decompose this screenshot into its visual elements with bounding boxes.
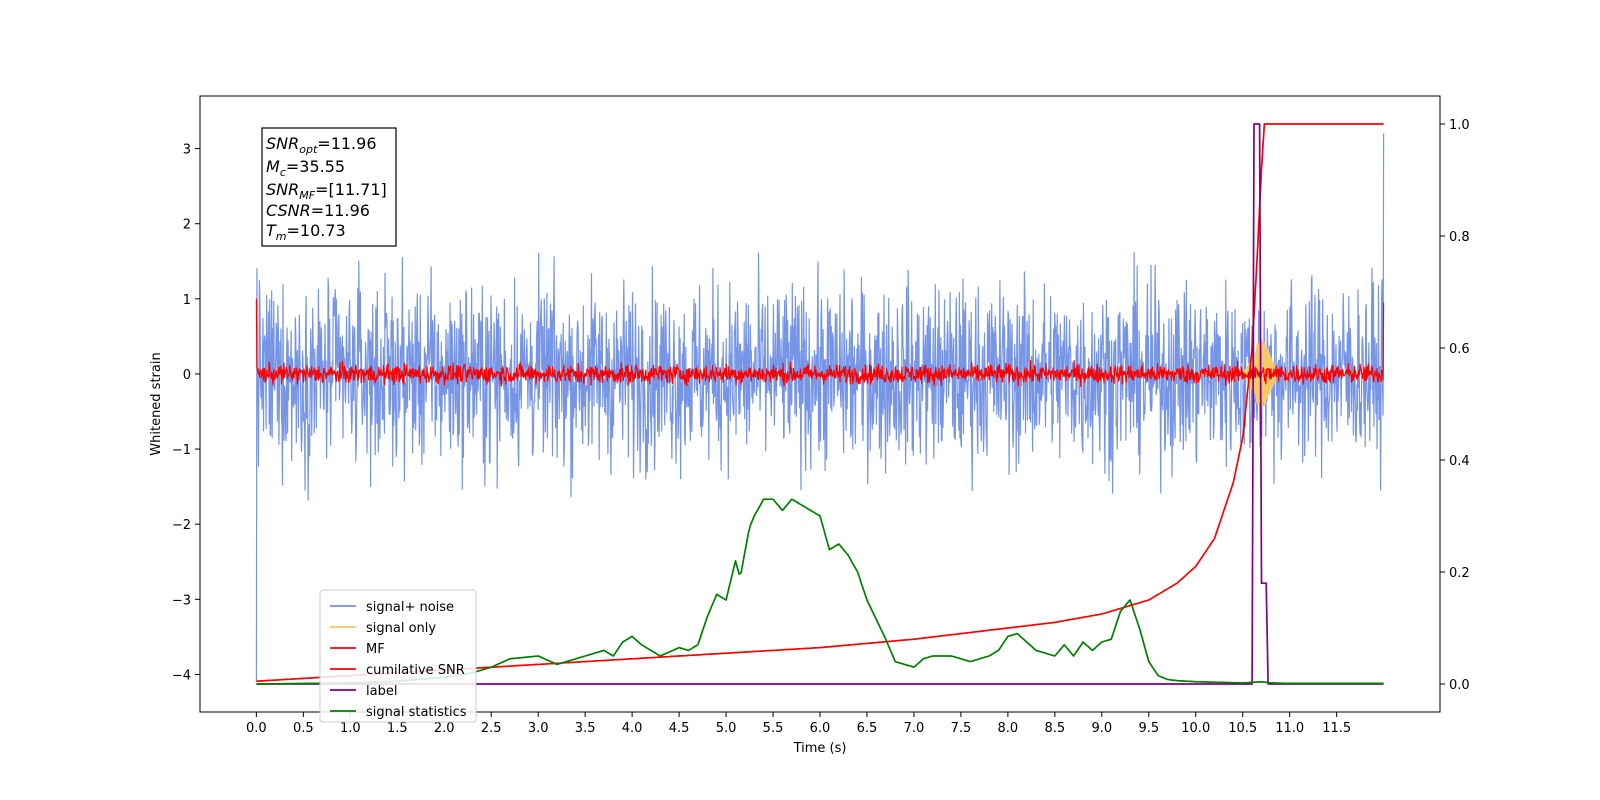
x-tick-label: 5.0 <box>716 721 737 736</box>
legend-label-mf: MF <box>366 642 385 657</box>
x-tick-label: 3.0 <box>528 721 549 736</box>
x-tick-label: 0.0 <box>246 721 267 736</box>
x-tick-label: 9.0 <box>1091 721 1112 736</box>
x-tick-label: 3.5 <box>575 721 596 736</box>
x-tick-label: 5.5 <box>763 721 784 736</box>
x-tick-label: 6.0 <box>810 721 831 736</box>
x-tick-label: 0.5 <box>293 721 314 736</box>
y-tick-label: 2 <box>183 218 191 233</box>
y-tick-label: −4 <box>172 668 191 683</box>
series-mf <box>255 298 1385 388</box>
x-tick-label: 8.5 <box>1045 721 1066 736</box>
y2-tick-label: 0.8 <box>1449 230 1470 245</box>
x-tick-label: 11.5 <box>1322 721 1351 736</box>
x-tick-label: 9.5 <box>1138 721 1159 736</box>
x-tick-label: 7.0 <box>904 721 925 736</box>
x-tick-label: 2.5 <box>481 721 502 736</box>
legend-frame <box>319 589 477 723</box>
y2-tick-label: 1.0 <box>1449 118 1470 133</box>
x-tick-label: 4.5 <box>669 721 690 736</box>
info-tm: Tm=10.73 <box>266 221 346 243</box>
y-tick-label: −1 <box>172 443 191 458</box>
legend-label-cumilative-snr: cumilative SNR <box>366 663 465 678</box>
x-tick-label: 10.0 <box>1181 721 1210 736</box>
y2-tick-label: 0.4 <box>1449 454 1470 469</box>
legend-label-signal-statistics: signal statistics <box>366 705 467 720</box>
y-tick-label: 3 <box>183 143 191 158</box>
y-tick-label: 0 <box>183 368 191 383</box>
y-tick-label: −3 <box>172 593 191 608</box>
legend: signal+ noise signal only MF cumilative SNR… <box>319 589 477 723</box>
y2-tick-label: 0.6 <box>1449 342 1470 357</box>
x-tick-label: 11.0 <box>1275 721 1304 736</box>
series-label <box>256 123 1384 685</box>
x-tick-label: 6.5 <box>857 721 878 736</box>
info-snr-opt: SNRopt=11.96 <box>266 134 377 156</box>
legend-label-signal-noise: signal+ noise <box>366 600 454 615</box>
x-tick-label: 1.5 <box>387 721 408 736</box>
x-tick-label: 10.5 <box>1228 721 1257 736</box>
legend-label-signal-only: signal only <box>366 621 436 636</box>
x-axis-label: Time (s) <box>793 741 847 756</box>
legend-label-label: label <box>366 684 397 699</box>
y-tick-label: −2 <box>172 518 191 533</box>
info-mc: Mc=35.55 <box>266 157 345 179</box>
y2-tick-label: 0.0 <box>1449 678 1470 693</box>
info-snr-mf: SNRMF=[11.71] <box>266 180 387 202</box>
info-csnr: CSNR=11.96 <box>266 201 370 220</box>
y-tick-label: 1 <box>183 293 191 308</box>
y2-tick-label: 0.2 <box>1449 566 1470 581</box>
x-tick-label: 4.0 <box>622 721 643 736</box>
y-axis-label: Whitened strain <box>149 352 164 455</box>
x-tick-label: 2.0 <box>434 721 455 736</box>
info-box: SNRopt=11.96 Mc=35.55 SNRMF=[11.71] CSNR… <box>261 127 397 247</box>
x-tick-label: 7.5 <box>951 721 972 736</box>
x-tick-label: 1.0 <box>340 721 361 736</box>
x-tick-label: 8.0 <box>998 721 1019 736</box>
axes-layer: 0.0 0.5 1.0 1.5 2.0 2.5 3.0 3.5 4.0 4.5 5.0 5.5 6.0 6… <box>172 118 1470 736</box>
